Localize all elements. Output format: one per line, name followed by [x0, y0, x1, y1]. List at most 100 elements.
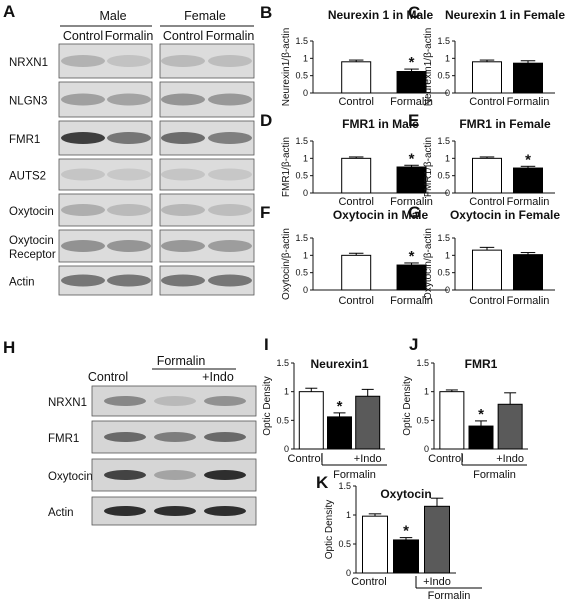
group-label-formalin: Formalin: [428, 590, 471, 601]
x-category-label: +Indo: [423, 576, 451, 588]
bar-control: [341, 157, 372, 194]
y-axis-label: Optic Density: [402, 376, 413, 435]
panel-letter-j: J: [409, 335, 418, 354]
blot-a-membrane: [58, 229, 153, 263]
significance-star: *: [409, 54, 415, 71]
chart-b: B Neurexin 1 in Male00.511.5Neurexin1/β-a…: [260, 3, 448, 108]
y-tick-label: 0: [445, 285, 450, 295]
y-tick-label: 0: [445, 188, 450, 198]
panel-letter-e: E: [408, 111, 419, 130]
y-tick-label: 1.5: [416, 358, 429, 368]
blot-a-band: [61, 93, 105, 106]
y-axis-label: Oxytocin/β-actin: [423, 228, 434, 300]
y-tick-label: 0.5: [416, 415, 429, 425]
x-category-label: Formalin: [390, 295, 433, 307]
y-tick-label: 1: [445, 250, 450, 260]
y-tick-label: 0.5: [295, 71, 308, 81]
blot-h-row-label: Oxytocin: [48, 471, 93, 483]
y-tick-label: 1.5: [437, 36, 450, 46]
blot-a-row-label: NLGN3: [9, 96, 47, 108]
y-tick-label: 0: [303, 285, 308, 295]
blot-h-row-label: Actin: [48, 507, 74, 519]
y-tick-label: 0.5: [437, 268, 450, 278]
group-label-male: Male: [99, 9, 126, 23]
blot-a-band: [161, 204, 205, 216]
bar-control: [439, 391, 465, 450]
blot-h-membrane: [91, 385, 257, 417]
y-tick-label: 1.5: [437, 233, 450, 243]
blot-a-band: [61, 168, 105, 181]
y-axis-label: Oxytocin/β-actin: [281, 228, 292, 300]
blot-a-band: [208, 240, 252, 252]
blot-a-band: [161, 240, 205, 252]
y-tick-label: 0: [303, 88, 308, 98]
x-category-label: Formalin: [507, 96, 550, 108]
y-tick-label: 0.5: [276, 415, 289, 425]
y-tick-label: 0: [445, 88, 450, 98]
blot-a-membrane: [58, 193, 153, 227]
blot-a-band: [61, 240, 105, 252]
chart-f: F Oxytocin in Male00.511.5Oxytocin/β-acti…: [260, 203, 448, 307]
blot-h-band: [204, 432, 246, 442]
bar-control: [472, 249, 502, 291]
y-tick-label: 0.5: [437, 171, 450, 181]
blot-a-band: [61, 204, 105, 216]
chart-c: C Neurexin 1 in Female 0 0.5 1 1.5Neurexin1/β…: [408, 3, 565, 108]
y-tick-label: 1: [445, 153, 450, 163]
blot-a-membrane: [159, 158, 255, 191]
panel-letter-i: I: [264, 335, 269, 354]
x-category-label: Control: [338, 96, 373, 108]
blot-a-band: [161, 93, 205, 106]
blot-a-row-label: Oxytocin: [9, 206, 54, 218]
x-category-label: +Indo: [496, 453, 524, 465]
bar-indo: [497, 403, 523, 450]
significance-star: *: [409, 150, 415, 167]
blot-a-membrane: [159, 81, 255, 118]
x-category-label: Control: [469, 196, 504, 208]
bar-formalin: [513, 62, 543, 94]
significance-star: *: [525, 151, 531, 168]
y-tick-label: 0.5: [295, 268, 308, 278]
bar-control: [362, 515, 388, 574]
blot-h-band: [204, 396, 246, 406]
blot-h-row-label: NRXN1: [48, 397, 87, 409]
panel-a-blot: A Male Female Control Formalin Control F…: [3, 2, 255, 296]
bar-formalin: [396, 264, 427, 291]
blot-a-band: [107, 240, 151, 252]
y-tick-label: 1: [303, 153, 308, 163]
blot-a-band: [107, 168, 151, 181]
y-tick-label: 1: [284, 387, 289, 397]
blot-h-band: [204, 506, 246, 516]
x-category-label: Control: [469, 295, 504, 307]
y-axis-label: FMR1/β-actin: [423, 137, 434, 197]
blot-a-band: [107, 55, 151, 67]
significance-star: *: [409, 248, 415, 265]
y-tick-label: 0: [346, 568, 351, 578]
panel-h-blot: H Formalin Control +Indo NRXN1 FMR1 Oxytoc…: [3, 338, 257, 526]
bar-formalin: [468, 425, 494, 450]
chart-title: Oxytocin: [380, 487, 431, 501]
blot-a-band: [161, 274, 205, 287]
blot-a-membrane: [159, 193, 255, 227]
x-category-label: Formalin: [390, 196, 433, 208]
bar-control: [341, 254, 372, 291]
lane-label-control: Control: [88, 370, 128, 384]
blot-h-band: [154, 396, 196, 406]
y-tick-label: 1: [346, 510, 351, 520]
y-axis-label: Optic Density: [324, 500, 335, 559]
bar-formalin: [513, 254, 543, 291]
blot-a-band: [161, 132, 205, 144]
blot-h-band: [104, 396, 146, 406]
blot-a-band: [107, 93, 151, 106]
bar-formalin: [396, 71, 427, 94]
panel-letter-g: G: [408, 203, 421, 222]
blot-a-band: [107, 274, 151, 287]
bar-control: [472, 157, 502, 194]
x-category-label: Control: [338, 295, 373, 307]
blot-a-band: [208, 93, 252, 106]
significance-star: *: [337, 398, 343, 415]
